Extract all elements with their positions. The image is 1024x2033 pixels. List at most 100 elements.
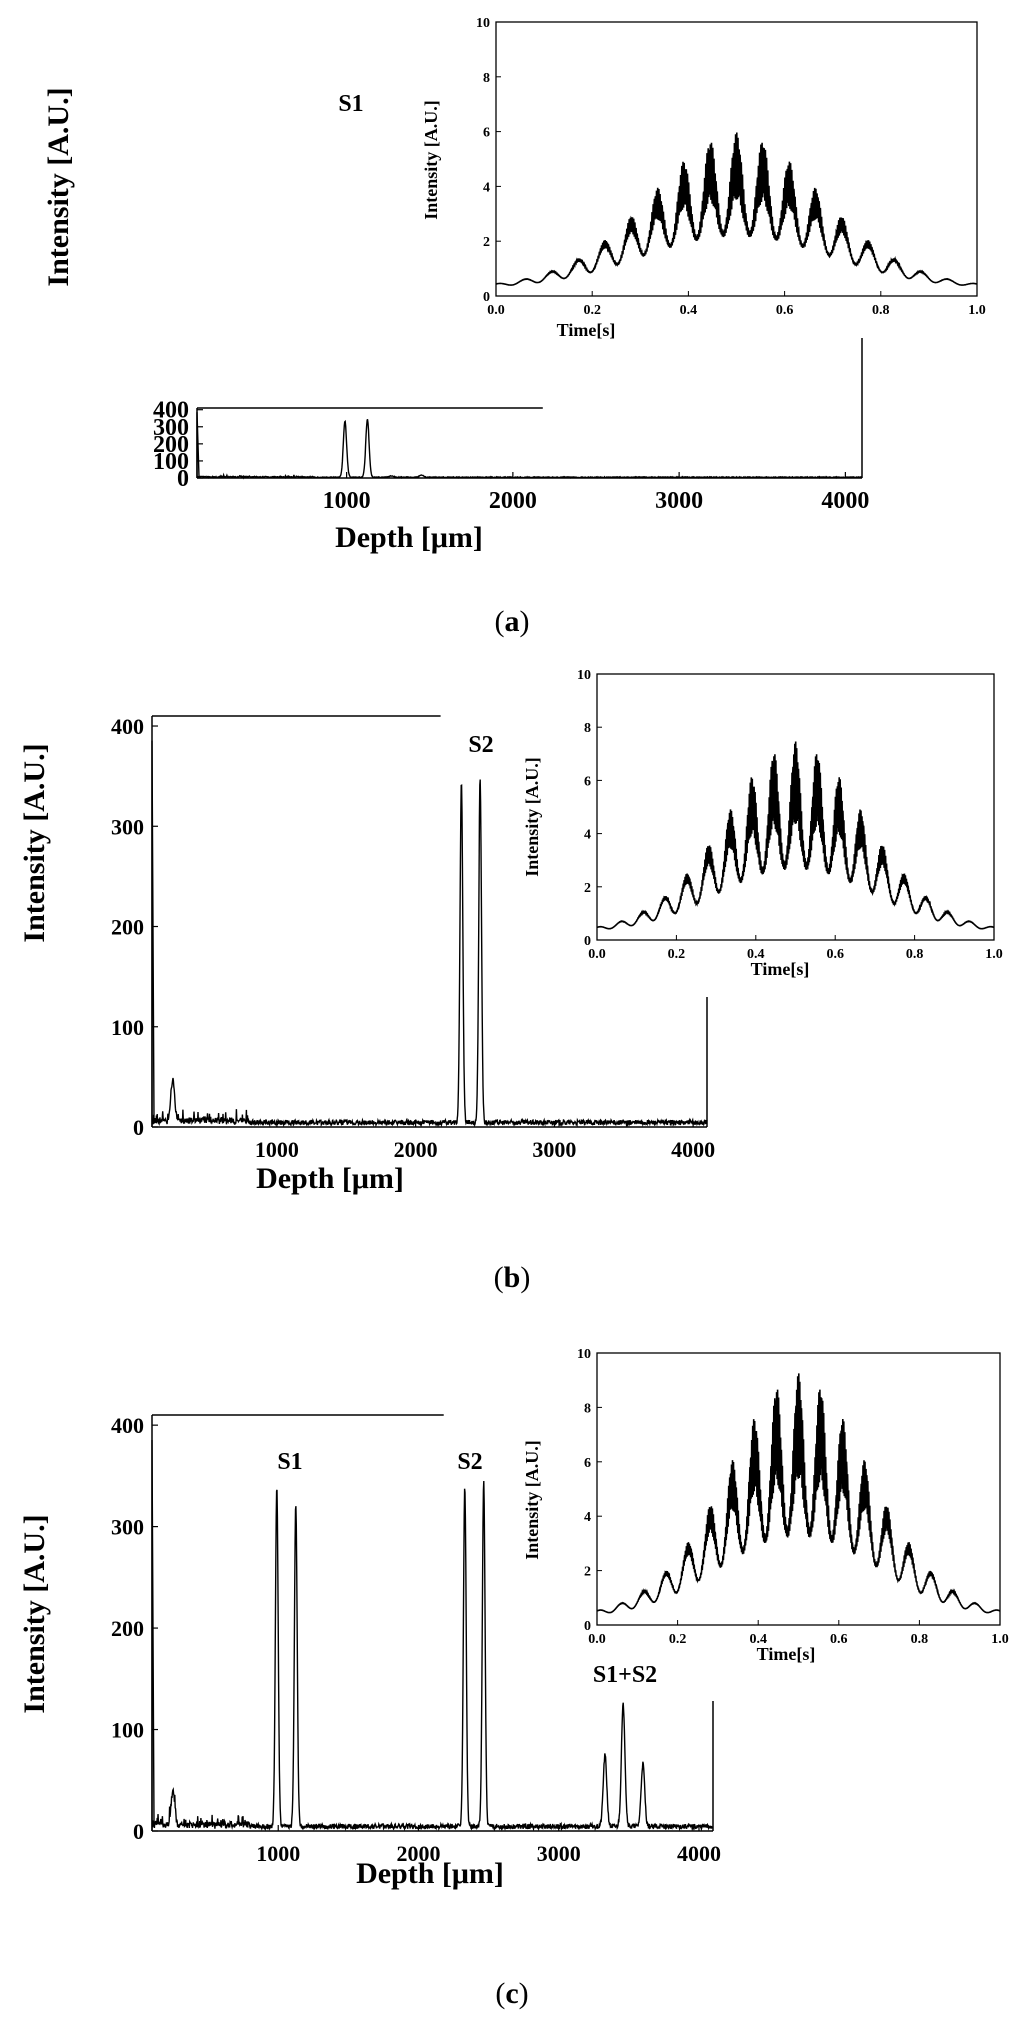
inset-yticks-a: 0 2 4 6 8 10: [476, 16, 501, 305]
inset-y-tick-label: 8: [584, 721, 591, 736]
main-xticks-c: 1000 2000 3000 4000: [256, 1825, 721, 1866]
main-yticks-c: 0 100 200 300 400: [111, 1413, 158, 1844]
inset-axes-b: [596, 673, 995, 941]
y-tick-label: 200: [111, 915, 144, 940]
main-xticks-a: 1000 2000 3000 4000: [323, 472, 869, 514]
x-tick-label: 3000: [532, 1137, 576, 1162]
inset-y-tick-label: 2: [483, 235, 490, 250]
x-tick-label: 3000: [655, 488, 703, 514]
inset-xlabel-a: Time[s]: [557, 320, 616, 340]
inset-frame: [596, 1352, 1001, 1626]
y-tick-label: 100: [111, 1015, 144, 1040]
inset-xticks-c: 0.0 0.2 0.4 0.6 0.8 1.0: [588, 1620, 1009, 1647]
y-tick-label: 400: [111, 1413, 144, 1438]
y-tick-label: 100: [153, 449, 189, 475]
inset-y-tick-label: 4: [483, 180, 490, 195]
main-axes-c: [151, 1414, 714, 1832]
inset-x-tick-label: 0.4: [680, 303, 698, 318]
inset-y-tick-label: 6: [584, 1456, 591, 1471]
x-tick-label: 4000: [671, 1137, 715, 1162]
main-xlabel-b: Depth [μm]: [256, 1162, 404, 1195]
inset-chart-b: 0 2 4 6 8 10 0.0 0.2 0.4 0.6 0.8 1.0 Intensity [A.…: [522, 668, 1003, 979]
time-signal-line-c: [596, 1373, 1001, 1614]
x-tick-label: 2000: [489, 488, 537, 514]
y-tick-label: 0: [133, 1819, 144, 1844]
main-xlabel-c: Depth [μm]: [356, 1857, 504, 1890]
inset-y-tick-label: 0: [584, 1619, 591, 1634]
inset-y-tick-label: 2: [584, 881, 591, 896]
inset-axes-c: [596, 1352, 1001, 1626]
inset-x-tick-label: 1.0: [985, 947, 1003, 962]
y-tick-label: 300: [111, 1515, 144, 1540]
inset-x-tick-label: 0.0: [487, 303, 505, 318]
x-tick-label: 1000: [255, 1137, 299, 1162]
inset-x-tick-label: 0.4: [749, 1632, 767, 1647]
inset-y-tick-label: 0: [483, 290, 490, 305]
annotation-s1s2-c: S1+S2: [593, 1662, 657, 1688]
inset-y-tick-label: 10: [476, 16, 490, 31]
y-tick-label: 300: [111, 814, 144, 839]
inset-chart-c: 0 2 4 6 8 10 0.0 0.2 0.4 0.6 0.8 1.0 Intensity [A.…: [522, 1347, 1009, 1664]
inset-x-tick-label: 0.0: [588, 1632, 606, 1647]
main-chart-c: 0 100 200 300 400 1000 2000 3000 4000 Intensity…: [18, 1413, 721, 1890]
inset-frame: [495, 21, 978, 297]
inset-xlabel-c: Time[s]: [757, 1644, 816, 1664]
inset-x-tick-label: 0.6: [776, 303, 794, 318]
main-ylabel-c: Intensity [A.U.]: [18, 1514, 51, 1713]
inset-x-tick-label: 0.0: [588, 947, 606, 962]
annotation-s1-c: S1: [277, 1449, 302, 1475]
caption-b: (b): [494, 1261, 531, 1294]
inset-y-tick-label: 2: [584, 1565, 591, 1580]
inset-y-tick-label: 10: [577, 1347, 591, 1362]
main-xlabel-a: Depth [μm]: [335, 521, 483, 554]
y-tick-label: 200: [111, 1616, 144, 1641]
inset-x-tick-label: 0.6: [826, 947, 844, 962]
inset-x-tick-label: 0.2: [669, 1632, 687, 1647]
annotation-s2-b: S2: [468, 732, 493, 758]
inset-y-tick-label: 4: [584, 1510, 591, 1525]
y-tick-label: 0: [177, 466, 189, 492]
inset-ylabel-b: Intensity [A.U.]: [522, 757, 542, 877]
inset-x-tick-label: 0.2: [668, 947, 686, 962]
inset-x-tick-label: 1.0: [968, 303, 986, 318]
inset-xticks-b: 0.0 0.2 0.4 0.6 0.8 1.0: [588, 935, 1003, 962]
inset-x-tick-label: 1.0: [991, 1632, 1009, 1647]
inset-x-tick-label: 0.8: [872, 303, 890, 318]
inset-ylabel-a: Intensity [A.U.]: [421, 100, 441, 220]
main-ylabel-b: Intensity [A.U.]: [18, 743, 51, 942]
inset-y-tick-label: 8: [584, 1401, 591, 1416]
x-tick-label: 4000: [821, 488, 869, 514]
time-signal-line-b: [596, 741, 995, 930]
depth-signal-line-a: [196, 412, 863, 480]
caption-c: (c): [495, 1977, 528, 2010]
x-tick-label: 2000: [396, 1841, 440, 1866]
inset-x-tick-label: 0.8: [906, 947, 924, 962]
main-axes-a: [196, 338, 863, 479]
inset-frame: [596, 673, 995, 941]
x-tick-label: 3000: [537, 1841, 581, 1866]
inset-axes-a: [495, 21, 978, 297]
x-tick-label: 4000: [677, 1841, 721, 1866]
inset-xticks-a: 0.0 0.2 0.4 0.6 0.8 1.0: [487, 291, 986, 318]
x-tick-label: 1000: [256, 1841, 300, 1866]
inset-chart-a: 0 2 4 6 8 10 0.0 0.2 0.4 0.6 0.8 1.0 Intensity [A.…: [421, 16, 986, 340]
inset-y-tick-label: 8: [483, 71, 490, 86]
annotation-s1-a: S1: [338, 91, 363, 117]
inset-xlabel-b: Time[s]: [751, 959, 810, 979]
inset-yticks-b: 0 2 4 6 8 10: [577, 668, 602, 949]
y-tick-label: 200: [153, 432, 189, 458]
main-chart-b: 0 100 200 300 400 1000 2000 3000 4000 Intensity…: [18, 714, 715, 1195]
inset-y-tick-label: 10: [577, 668, 591, 683]
inset-yticks-c: 0 2 4 6 8 10: [577, 1347, 602, 1634]
inset-x-tick-label: 0.6: [830, 1632, 848, 1647]
depth-signal-line-b: [151, 740, 708, 1128]
x-tick-label: 1000: [323, 488, 371, 514]
y-tick-label: 0: [133, 1115, 144, 1140]
y-tick-label: 400: [111, 714, 144, 739]
caption-a: (a): [495, 605, 530, 638]
